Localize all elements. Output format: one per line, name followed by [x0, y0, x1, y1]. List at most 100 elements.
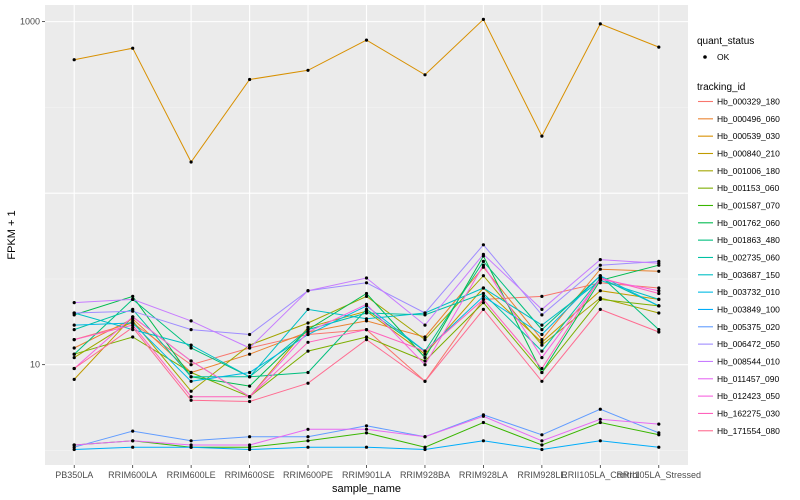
- data-point-Hb_012423_050: [306, 330, 310, 334]
- data-point-Hb_003687_150: [189, 343, 193, 347]
- data-point-Hb_001863_480: [189, 346, 193, 350]
- data-point-Hb_001863_480: [72, 352, 76, 356]
- data-point-Hb_000329_180: [189, 363, 193, 367]
- data-point-Hb_006472_050: [189, 328, 193, 332]
- legend-series-label: Hb_001863_480: [717, 235, 780, 245]
- legend-series-label: Hb_012423_050: [717, 391, 780, 401]
- x-tick-label: RRIM600LE: [167, 470, 216, 480]
- data-point-Hb_008544_010: [481, 252, 485, 256]
- data-point-Hb_003732_010: [481, 294, 485, 298]
- data-point-Hb_001006_180: [423, 338, 427, 342]
- data-point-Hb_012423_050: [540, 356, 544, 360]
- data-point-Hb_011457_090: [364, 427, 369, 431]
- x-tick-label: RRIM600PE: [283, 470, 333, 480]
- legend-series-label: Hb_003732_010: [717, 287, 780, 297]
- data-point-Hb_001863_480: [657, 328, 661, 332]
- data-point-Hb_001587_070: [540, 443, 544, 447]
- data-point-Hb_001762_060: [423, 356, 427, 360]
- data-point-Hb_001006_180: [657, 311, 661, 315]
- data-point-Hb_003849_100: [540, 447, 544, 452]
- x-tick-label: RRIM928BA: [400, 470, 450, 480]
- data-point-Hb_171554_080: [364, 338, 369, 342]
- data-point-Hb_003687_150: [131, 328, 135, 332]
- data-point-Hb_000539_030: [481, 17, 485, 21]
- grid-layer: [45, 5, 688, 465]
- data-point-Hb_001762_060: [131, 294, 135, 298]
- data-point-Hb_003687_150: [364, 317, 369, 321]
- y-axis: 10 1000: [20, 17, 45, 370]
- data-point-Hb_162275_030: [598, 276, 602, 280]
- data-point-Hb_000840_210: [423, 352, 427, 356]
- legend-series-label: Hb_001153_060: [717, 183, 780, 193]
- x-tick-label: RRIM928LE: [517, 470, 566, 480]
- data-point-Hb_171554_080: [72, 366, 76, 371]
- legend-shape-key: [703, 55, 707, 59]
- data-point-Hb_011457_090: [131, 439, 135, 443]
- x-axis: PB350LA RRIM600LA RRIM600LE RRIM600SE RRIM60…: [55, 465, 701, 480]
- data-point-Hb_001587_070: [364, 431, 369, 435]
- data-point-Hb_008544_010: [540, 307, 544, 311]
- data-point-Hb_012423_050: [189, 359, 193, 363]
- data-point-Hb_002735_060: [72, 328, 76, 332]
- data-point-Hb_000539_030: [598, 22, 602, 26]
- data-point-Hb_003849_100: [657, 445, 661, 449]
- data-point-Hb_001762_060: [364, 291, 369, 296]
- points-layer: [72, 17, 661, 452]
- data-point-Hb_011457_090: [598, 417, 602, 421]
- data-point-Hb_011457_090: [248, 443, 252, 447]
- data-point-Hb_008544_010: [306, 289, 310, 293]
- data-point-Hb_006472_050: [423, 311, 427, 315]
- data-point-Hb_001006_180: [306, 321, 310, 325]
- legend-series-label: Hb_000496_060: [717, 114, 780, 124]
- data-point-Hb_171554_080: [306, 381, 310, 385]
- data-point-Hb_000539_030: [364, 38, 369, 42]
- data-point-Hb_171554_080: [189, 398, 193, 402]
- data-point-Hb_171554_080: [540, 379, 544, 383]
- data-point-Hb_006472_050: [72, 311, 76, 315]
- data-point-Hb_003732_010: [189, 379, 193, 383]
- data-point-Hb_011457_090: [423, 435, 427, 439]
- data-point-Hb_005375_020: [540, 433, 544, 437]
- x-tick-label: RRII105LA_Control: [561, 470, 639, 480]
- data-point-Hb_005375_020: [248, 435, 252, 439]
- data-point-Hb_000539_030: [657, 45, 661, 49]
- legend-series-label: Hb_006472_050: [717, 339, 780, 349]
- data-point-Hb_003687_150: [657, 297, 661, 301]
- x-axis-title: sample_name: [332, 483, 401, 495]
- data-point-Hb_001863_480: [540, 328, 544, 332]
- data-point-Hb_000329_180: [598, 281, 602, 285]
- legend: quant_status OK tracking_id Hb_000329_18…: [697, 36, 780, 436]
- legend-series-label: Hb_000329_180: [717, 97, 780, 107]
- data-point-Hb_001153_060: [364, 335, 369, 339]
- data-point-Hb_001006_180: [540, 343, 544, 347]
- legend-shape-items: OK: [703, 52, 730, 62]
- data-point-Hb_006472_050: [598, 263, 602, 267]
- x-tick-label: RRII105LA_Stressed: [616, 470, 701, 480]
- data-point-Hb_003849_100: [131, 445, 135, 449]
- data-point-Hb_162275_030: [540, 366, 544, 371]
- data-point-Hb_003849_100: [364, 445, 369, 449]
- data-point-Hb_000539_030: [423, 73, 427, 77]
- data-point-Hb_011457_090: [540, 439, 544, 443]
- data-point-Hb_006472_050: [364, 281, 369, 285]
- x-tick-label: RRIM600SE: [225, 470, 275, 480]
- data-point-Hb_001153_060: [481, 301, 485, 305]
- data-point-Hb_003732_010: [306, 332, 310, 337]
- data-point-Hb_001762_060: [248, 384, 252, 388]
- data-point-Hb_003849_100: [598, 439, 602, 443]
- data-point-Hb_003849_100: [189, 445, 193, 449]
- data-point-Hb_011457_090: [306, 427, 310, 431]
- data-point-Hb_003687_150: [540, 323, 544, 327]
- data-point-Hb_003849_100: [306, 445, 310, 449]
- data-point-Hb_000840_210: [540, 340, 544, 344]
- data-point-Hb_006472_050: [248, 332, 252, 337]
- data-point-Hb_000539_030: [131, 46, 135, 50]
- data-point-Hb_011457_090: [481, 414, 485, 418]
- data-point-Hb_000539_030: [248, 77, 252, 82]
- data-point-Hb_011457_090: [189, 443, 193, 447]
- data-point-Hb_001863_480: [306, 370, 310, 375]
- data-point-Hb_012423_050: [657, 289, 661, 293]
- data-point-Hb_005375_020: [598, 407, 602, 411]
- x-tick-label: RRIM928LA: [459, 470, 508, 480]
